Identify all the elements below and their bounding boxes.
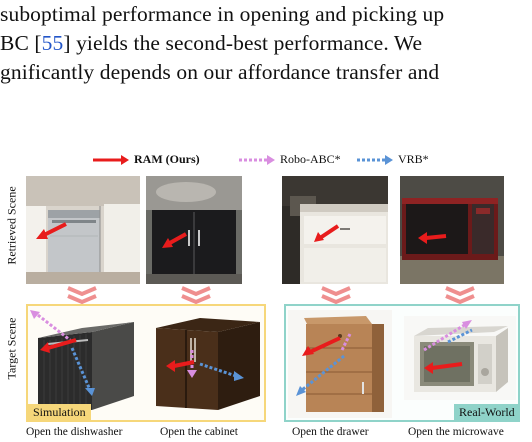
retrieved-photo-microwave bbox=[400, 176, 504, 284]
simulation-tag: Simulation bbox=[28, 404, 91, 421]
paragraph-line-2: BC [55] yields the second-best performan… bbox=[0, 29, 532, 58]
target-photo-microwave bbox=[404, 316, 516, 400]
retrieved-photo-cabinet bbox=[146, 176, 242, 284]
caption-cabinet: Open the cabinet bbox=[160, 426, 238, 438]
dotted-arrow-icon bbox=[239, 154, 275, 165]
caption-microwave: Open the microwave bbox=[408, 426, 504, 438]
real-world-tag: Real-World bbox=[454, 404, 520, 421]
legend-item-ram: RAM (Ours) bbox=[92, 152, 200, 167]
solid-arrow-icon bbox=[93, 154, 129, 165]
target-photo-drawer bbox=[288, 310, 392, 418]
target-render-dishwasher bbox=[30, 310, 134, 410]
caption-drawer: Open the drawer bbox=[292, 426, 369, 438]
citation-link[interactable]: 55 bbox=[41, 31, 64, 55]
figure-legend: RAM (Ours) Robo-ABC* VRB* bbox=[0, 150, 532, 170]
legend-label-robo-abc: Robo-ABC* bbox=[280, 152, 341, 166]
chevron-down-icon bbox=[67, 286, 97, 305]
legend-label-vrb: VRB* bbox=[398, 152, 429, 166]
legend-item-robo-abc: Robo-ABC* bbox=[238, 152, 341, 167]
caption-dishwasher: Open the dishwasher bbox=[26, 426, 123, 438]
row-label-retrieved: Retrieved Scene bbox=[4, 186, 19, 265]
retrieved-photo-drawer bbox=[282, 176, 388, 284]
chevron-down-icon bbox=[321, 286, 351, 305]
paragraph-line-2-start: BC [ bbox=[0, 31, 42, 55]
target-render-cabinet bbox=[156, 318, 260, 410]
row-label-target: Target Scene bbox=[4, 317, 19, 380]
legend-label-ram: RAM (Ours) bbox=[134, 152, 200, 166]
paragraph-line-2-end: ] yields the second-best performance. We bbox=[63, 31, 423, 55]
paragraph-line-3: gnificantly depends on our affordance tr… bbox=[0, 60, 440, 84]
paragraph-line-1: suboptimal performance in opening and pi… bbox=[0, 2, 445, 26]
chevron-down-icon bbox=[181, 286, 211, 305]
paper-paragraph: suboptimal performance in opening and pi… bbox=[0, 0, 532, 87]
retrieved-photo-dishwasher bbox=[26, 176, 140, 284]
dotted-arrow-icon bbox=[357, 154, 393, 165]
legend-item-vrb: VRB* bbox=[356, 152, 429, 167]
chevron-down-icon bbox=[445, 286, 475, 305]
